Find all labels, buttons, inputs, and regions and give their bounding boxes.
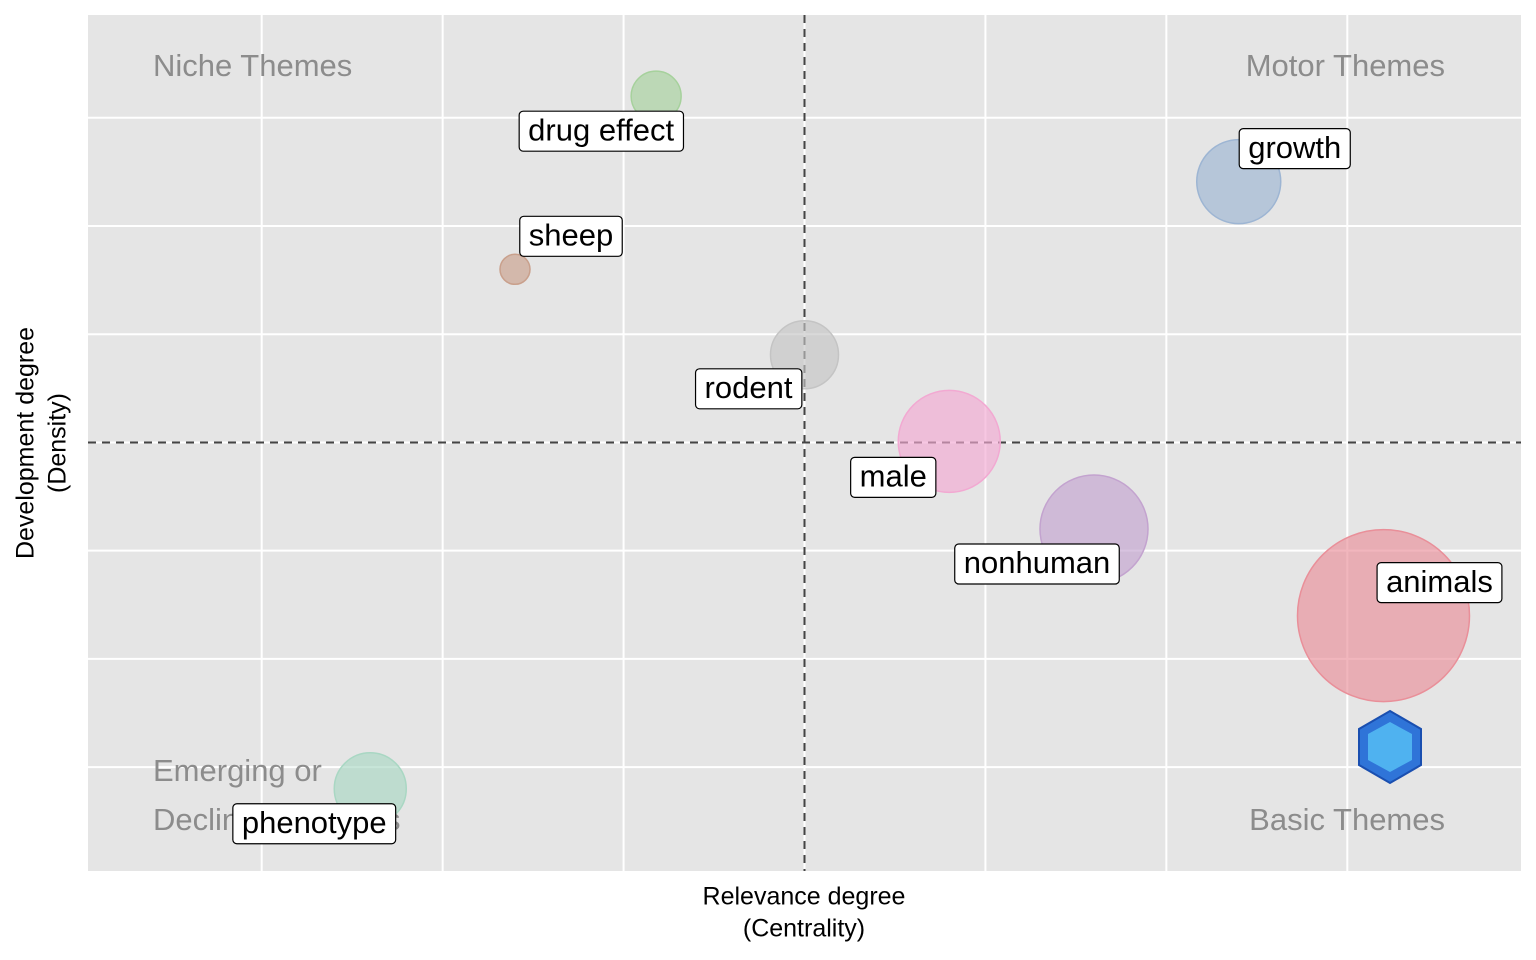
label-box [518, 110, 685, 152]
logo [1358, 709, 1422, 785]
bubble-label: rodent [705, 370, 793, 405]
y-axis-title: (Density) [44, 393, 72, 493]
quadrant-label: Motor Themes [1246, 48, 1445, 83]
label-box [519, 215, 623, 257]
bubble-label: male [860, 459, 927, 494]
label-box [232, 803, 397, 845]
bubble-label: drug effect [528, 112, 674, 147]
bubble-label: phenotype [242, 805, 387, 840]
label-box [694, 368, 803, 410]
bubble-label: nonhuman [964, 545, 1111, 580]
x-axis-title: (Centrality) [743, 915, 865, 943]
bubble-label: sheep [529, 217, 613, 252]
y-axis-title: Development degree [12, 327, 40, 559]
quadrant-label: Niche Themes [153, 48, 352, 83]
label-box [954, 543, 1120, 585]
quadrant-label: Emerging or [153, 753, 322, 788]
bubble [1296, 528, 1471, 703]
quadrant-label: Basic Themes [1249, 802, 1445, 837]
label-box [1376, 562, 1503, 604]
x-axis-title: Relevance degree [703, 883, 906, 911]
bubble-label: growth [1248, 130, 1341, 165]
bubble-labels: drug effect sheep growth rodent male nonhuman… [232, 110, 1503, 845]
label-box [850, 456, 937, 498]
bubble [499, 253, 531, 286]
reference-lines [88, 15, 1521, 871]
label-box [1238, 128, 1351, 170]
bubble-label: animals [1386, 564, 1493, 599]
